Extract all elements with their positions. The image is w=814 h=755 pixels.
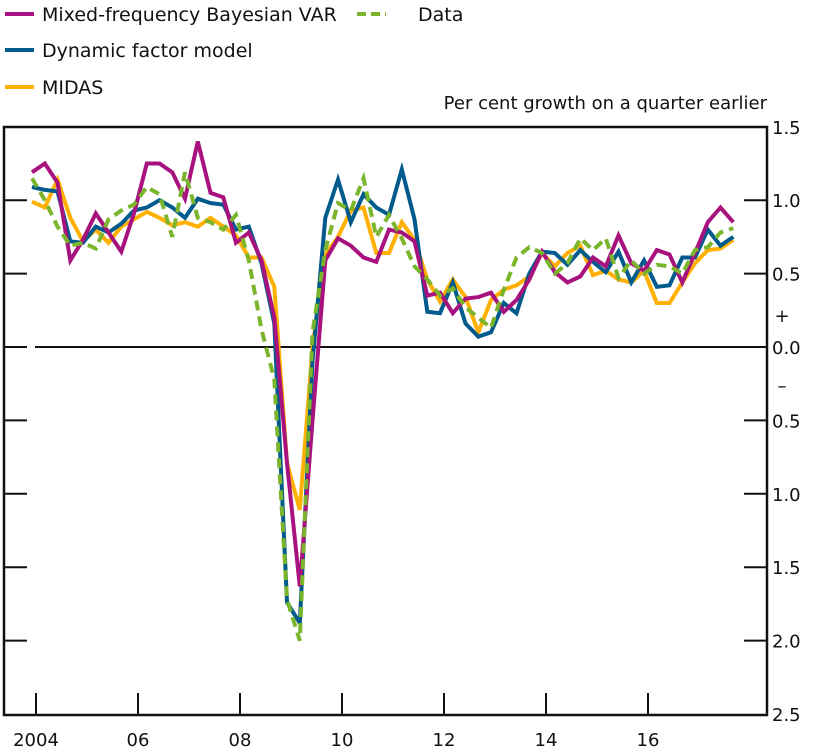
x-tick-label: 06 [127,730,150,751]
y-tick-label: 2.0 [772,632,801,653]
series-line-dynamic-factor-model [32,169,733,623]
series-line-mixed-frequency-bayesian-var [32,142,733,587]
series-group [32,141,733,640]
axes: 1.5 1.0 0.5 0.0 0.5 1.0 1.5 2.0 2.5 2004 06 08 10 12 1… [4,118,801,751]
y-tick-label: 2.5 [772,705,801,726]
legend-label-midas: MIDAS [42,77,103,99]
y-axis-unit-label: Per cent growth on a quarter earlier [444,93,768,114]
y-tick-label: 1.5 [772,558,801,579]
plus-sign-label: + [774,306,789,327]
x-tick-label: 10 [331,730,354,751]
y-tick-label: 1.5 [772,118,801,139]
legend-label-mixed-frequency-bvar: Mixed-frequency Bayesian VAR [42,4,337,26]
legend-label-dynamic-factor-model: Dynamic factor model [42,40,253,62]
legend: Mixed-frequency Bayesian VAR Data Dynami… [5,4,463,99]
minus-sign-label: – [778,376,787,397]
x-tick-label: 14 [535,730,558,751]
y-tick-label: 0.0 [772,338,801,359]
legend-label-data: Data [418,4,463,26]
plot-frame [4,127,767,715]
y-tick-label: 1.0 [772,485,801,506]
x-tick-label: 2004 [13,730,59,751]
x-tick-label: 08 [229,730,252,751]
y-tick-label: 0.5 [772,265,801,286]
x-tick-label: 12 [433,730,456,751]
x-tick-label: 16 [637,730,660,751]
y-tick-label: 0.5 [772,411,801,432]
y-tick-label: 1.0 [772,191,801,212]
